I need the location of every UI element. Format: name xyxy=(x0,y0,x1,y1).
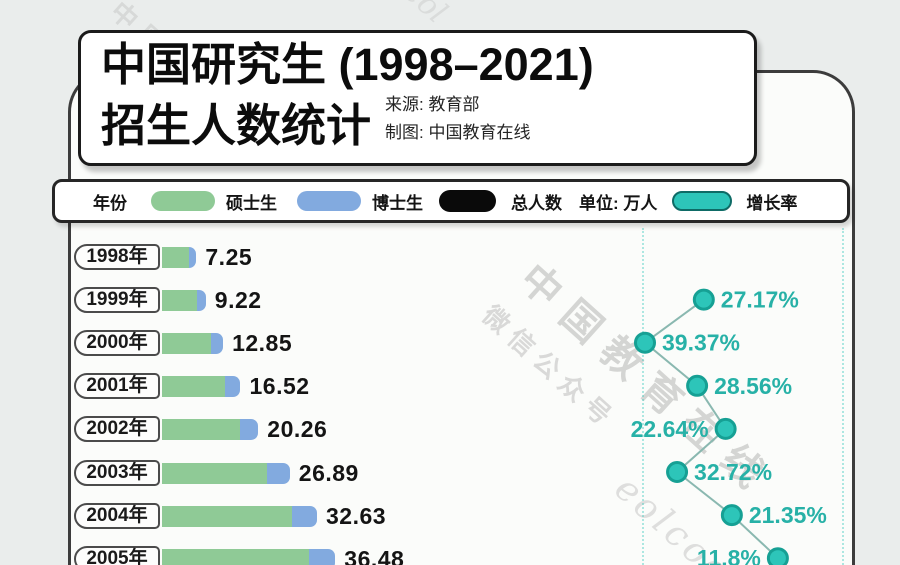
total-value-label: 36.48 xyxy=(344,545,405,565)
master-bar-segment xyxy=(162,462,267,484)
enrollment-bar xyxy=(162,289,206,311)
enrollment-bar xyxy=(162,548,336,565)
year-row: 2002年 20.26 xyxy=(74,416,327,442)
total-value-label: 26.89 xyxy=(298,459,359,486)
total-value-label: 9.22 xyxy=(214,286,262,313)
doctor-bar-segment xyxy=(211,332,224,354)
legend-unit-label: 单位: 万人 xyxy=(579,193,658,213)
year-row: 2004年 32.63 xyxy=(74,503,386,529)
year-pill: 1999年 xyxy=(74,287,160,313)
doctor-bar-segment xyxy=(189,246,197,268)
page-title-line1: 中国研究生 (1998–2021) xyxy=(101,39,594,90)
title-box: 中国研究生 (1998–2021) 招生人数统计 来源: 教育部 制图: 中国教… xyxy=(78,30,757,166)
growth-axis-guide-right xyxy=(842,228,844,565)
source-label: 来源: 教育部 xyxy=(385,94,480,114)
doctor-bar-segment xyxy=(225,375,241,397)
legend-master-label: 硕士生 xyxy=(226,193,277,213)
doctor-swatch-icon xyxy=(297,191,361,211)
year-pill: 1998年 xyxy=(74,244,160,270)
master-bar-segment xyxy=(162,418,241,440)
legend-doctor-label: 博士生 xyxy=(372,193,423,213)
doctor-bar-segment xyxy=(291,505,317,527)
year-pill: 2005年 xyxy=(74,546,160,565)
total-value-label: 16.52 xyxy=(249,372,310,399)
legend-year-label: 年份 xyxy=(93,193,127,213)
year-pill: 2002年 xyxy=(74,416,160,442)
total-swatch-icon xyxy=(439,190,496,212)
growth-axis-guide-left xyxy=(642,228,644,565)
credit-label: 制图: 中国教育在线 xyxy=(385,122,531,142)
legend-bar: 年份 硕士生 博士生 总人数 单位: 万人 增长率 xyxy=(52,179,850,223)
doctor-bar-segment xyxy=(196,289,206,311)
total-value-label: 12.85 xyxy=(232,329,293,356)
master-bar-segment xyxy=(162,289,197,311)
master-bar-segment xyxy=(162,375,226,397)
year-row: 1999年 9.22 xyxy=(74,287,262,313)
doctor-bar-segment xyxy=(240,418,259,440)
title-source-block: 来源: 教育部 制图: 中国教育在线 xyxy=(385,91,530,151)
legend-growth-label: 增长率 xyxy=(746,193,798,213)
year-pill: 2003年 xyxy=(74,460,160,486)
year-row: 2005年 36.48 xyxy=(74,546,404,565)
enrollment-bar xyxy=(162,418,259,440)
year-pill: 2000年 xyxy=(74,330,160,356)
enrollment-bar xyxy=(162,246,197,268)
enrollment-bar xyxy=(162,332,224,354)
master-bar-segment xyxy=(162,505,292,527)
total-value-label: 7.25 xyxy=(205,243,253,270)
legend-total-label: 总人数 xyxy=(511,193,562,213)
year-row: 1998年 7.25 xyxy=(74,244,252,270)
enrollment-bar xyxy=(162,462,290,484)
doctor-bar-segment xyxy=(266,462,290,484)
year-row: 2003年 26.89 xyxy=(74,460,359,486)
year-row: 2001年 16.52 xyxy=(74,373,310,399)
enrollment-bar xyxy=(162,375,241,397)
growth-swatch-icon xyxy=(672,191,733,211)
year-pill: 2004年 xyxy=(74,503,160,529)
year-row: 2000年 12.85 xyxy=(74,330,292,356)
enrollment-bar xyxy=(162,505,317,527)
master-swatch-icon xyxy=(151,191,215,211)
total-value-label: 32.63 xyxy=(325,502,387,529)
master-bar-segment xyxy=(162,246,190,268)
master-bar-segment xyxy=(162,332,212,354)
page-title-line2: 招生人数统计 xyxy=(101,100,372,152)
watermark-text: eol xyxy=(396,0,454,31)
master-bar-segment xyxy=(162,548,310,565)
year-pill: 2001年 xyxy=(74,373,160,399)
total-value-label: 20.26 xyxy=(267,415,328,442)
doctor-bar-segment xyxy=(309,548,336,565)
